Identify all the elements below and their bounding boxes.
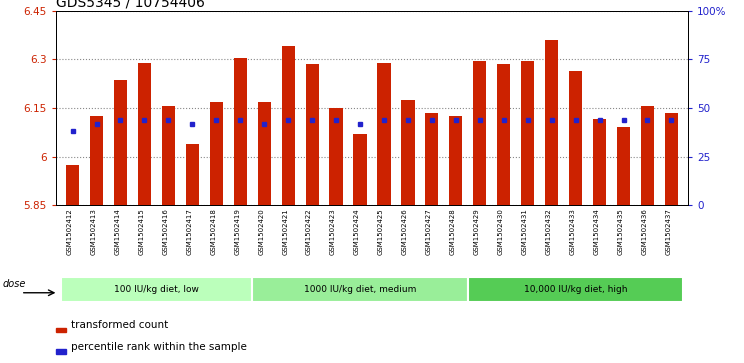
Bar xyxy=(617,127,630,205)
Text: GSM1502413: GSM1502413 xyxy=(91,208,97,256)
Text: GSM1502427: GSM1502427 xyxy=(426,208,432,255)
Bar xyxy=(210,102,223,205)
Text: GSM1502433: GSM1502433 xyxy=(570,208,576,256)
Text: GSM1502426: GSM1502426 xyxy=(402,208,408,255)
Bar xyxy=(114,81,127,205)
Bar xyxy=(665,113,678,205)
Bar xyxy=(593,119,606,205)
Bar xyxy=(234,58,247,205)
Bar xyxy=(545,40,558,205)
Bar xyxy=(641,106,654,205)
FancyBboxPatch shape xyxy=(468,277,684,302)
Text: GSM1502418: GSM1502418 xyxy=(211,208,217,256)
Text: GSM1502414: GSM1502414 xyxy=(115,208,121,255)
Text: GDS5345 / 10754406: GDS5345 / 10754406 xyxy=(56,0,205,10)
Text: GSM1502432: GSM1502432 xyxy=(545,208,551,255)
Bar xyxy=(161,106,175,205)
Text: 1000 IU/kg diet, medium: 1000 IU/kg diet, medium xyxy=(304,285,416,294)
Bar xyxy=(377,63,391,205)
Bar xyxy=(56,328,65,332)
Text: GSM1502423: GSM1502423 xyxy=(330,208,336,255)
Bar xyxy=(353,134,367,205)
Text: 10,000 IU/kg diet, high: 10,000 IU/kg diet, high xyxy=(524,285,627,294)
FancyBboxPatch shape xyxy=(60,277,252,302)
Bar xyxy=(401,100,414,205)
Text: GSM1502429: GSM1502429 xyxy=(474,208,480,255)
Text: GSM1502412: GSM1502412 xyxy=(66,208,73,255)
Bar xyxy=(138,63,151,205)
Bar xyxy=(66,165,79,205)
Bar xyxy=(449,116,463,205)
Bar xyxy=(56,350,65,354)
Bar xyxy=(90,116,103,205)
Text: GSM1502424: GSM1502424 xyxy=(354,208,360,255)
Bar xyxy=(497,64,510,205)
Text: GSM1502420: GSM1502420 xyxy=(258,208,264,255)
Bar xyxy=(306,64,318,205)
Text: GSM1502421: GSM1502421 xyxy=(282,208,288,255)
Text: percentile rank within the sample: percentile rank within the sample xyxy=(71,342,247,352)
Bar xyxy=(473,61,487,205)
Bar xyxy=(186,144,199,205)
Bar xyxy=(330,108,343,205)
Text: GSM1502415: GSM1502415 xyxy=(138,208,144,255)
Text: GSM1502435: GSM1502435 xyxy=(618,208,623,255)
Text: dose: dose xyxy=(3,278,26,289)
Bar xyxy=(426,113,438,205)
Text: GSM1502431: GSM1502431 xyxy=(522,208,527,256)
Bar xyxy=(257,102,271,205)
Bar xyxy=(569,71,583,205)
Text: GSM1502428: GSM1502428 xyxy=(450,208,456,255)
Bar xyxy=(521,61,534,205)
Text: GSM1502422: GSM1502422 xyxy=(306,208,312,255)
Text: GSM1502416: GSM1502416 xyxy=(162,208,168,256)
Text: GSM1502425: GSM1502425 xyxy=(378,208,384,255)
Text: GSM1502419: GSM1502419 xyxy=(234,208,240,256)
Text: 100 IU/kg diet, low: 100 IU/kg diet, low xyxy=(114,285,199,294)
Text: GSM1502436: GSM1502436 xyxy=(641,208,647,256)
Text: GSM1502430: GSM1502430 xyxy=(498,208,504,256)
FancyBboxPatch shape xyxy=(252,277,468,302)
Text: GSM1502434: GSM1502434 xyxy=(594,208,600,255)
Text: transformed count: transformed count xyxy=(71,321,168,330)
Text: GSM1502417: GSM1502417 xyxy=(186,208,193,256)
Bar xyxy=(281,46,295,205)
Text: GSM1502437: GSM1502437 xyxy=(665,208,671,256)
